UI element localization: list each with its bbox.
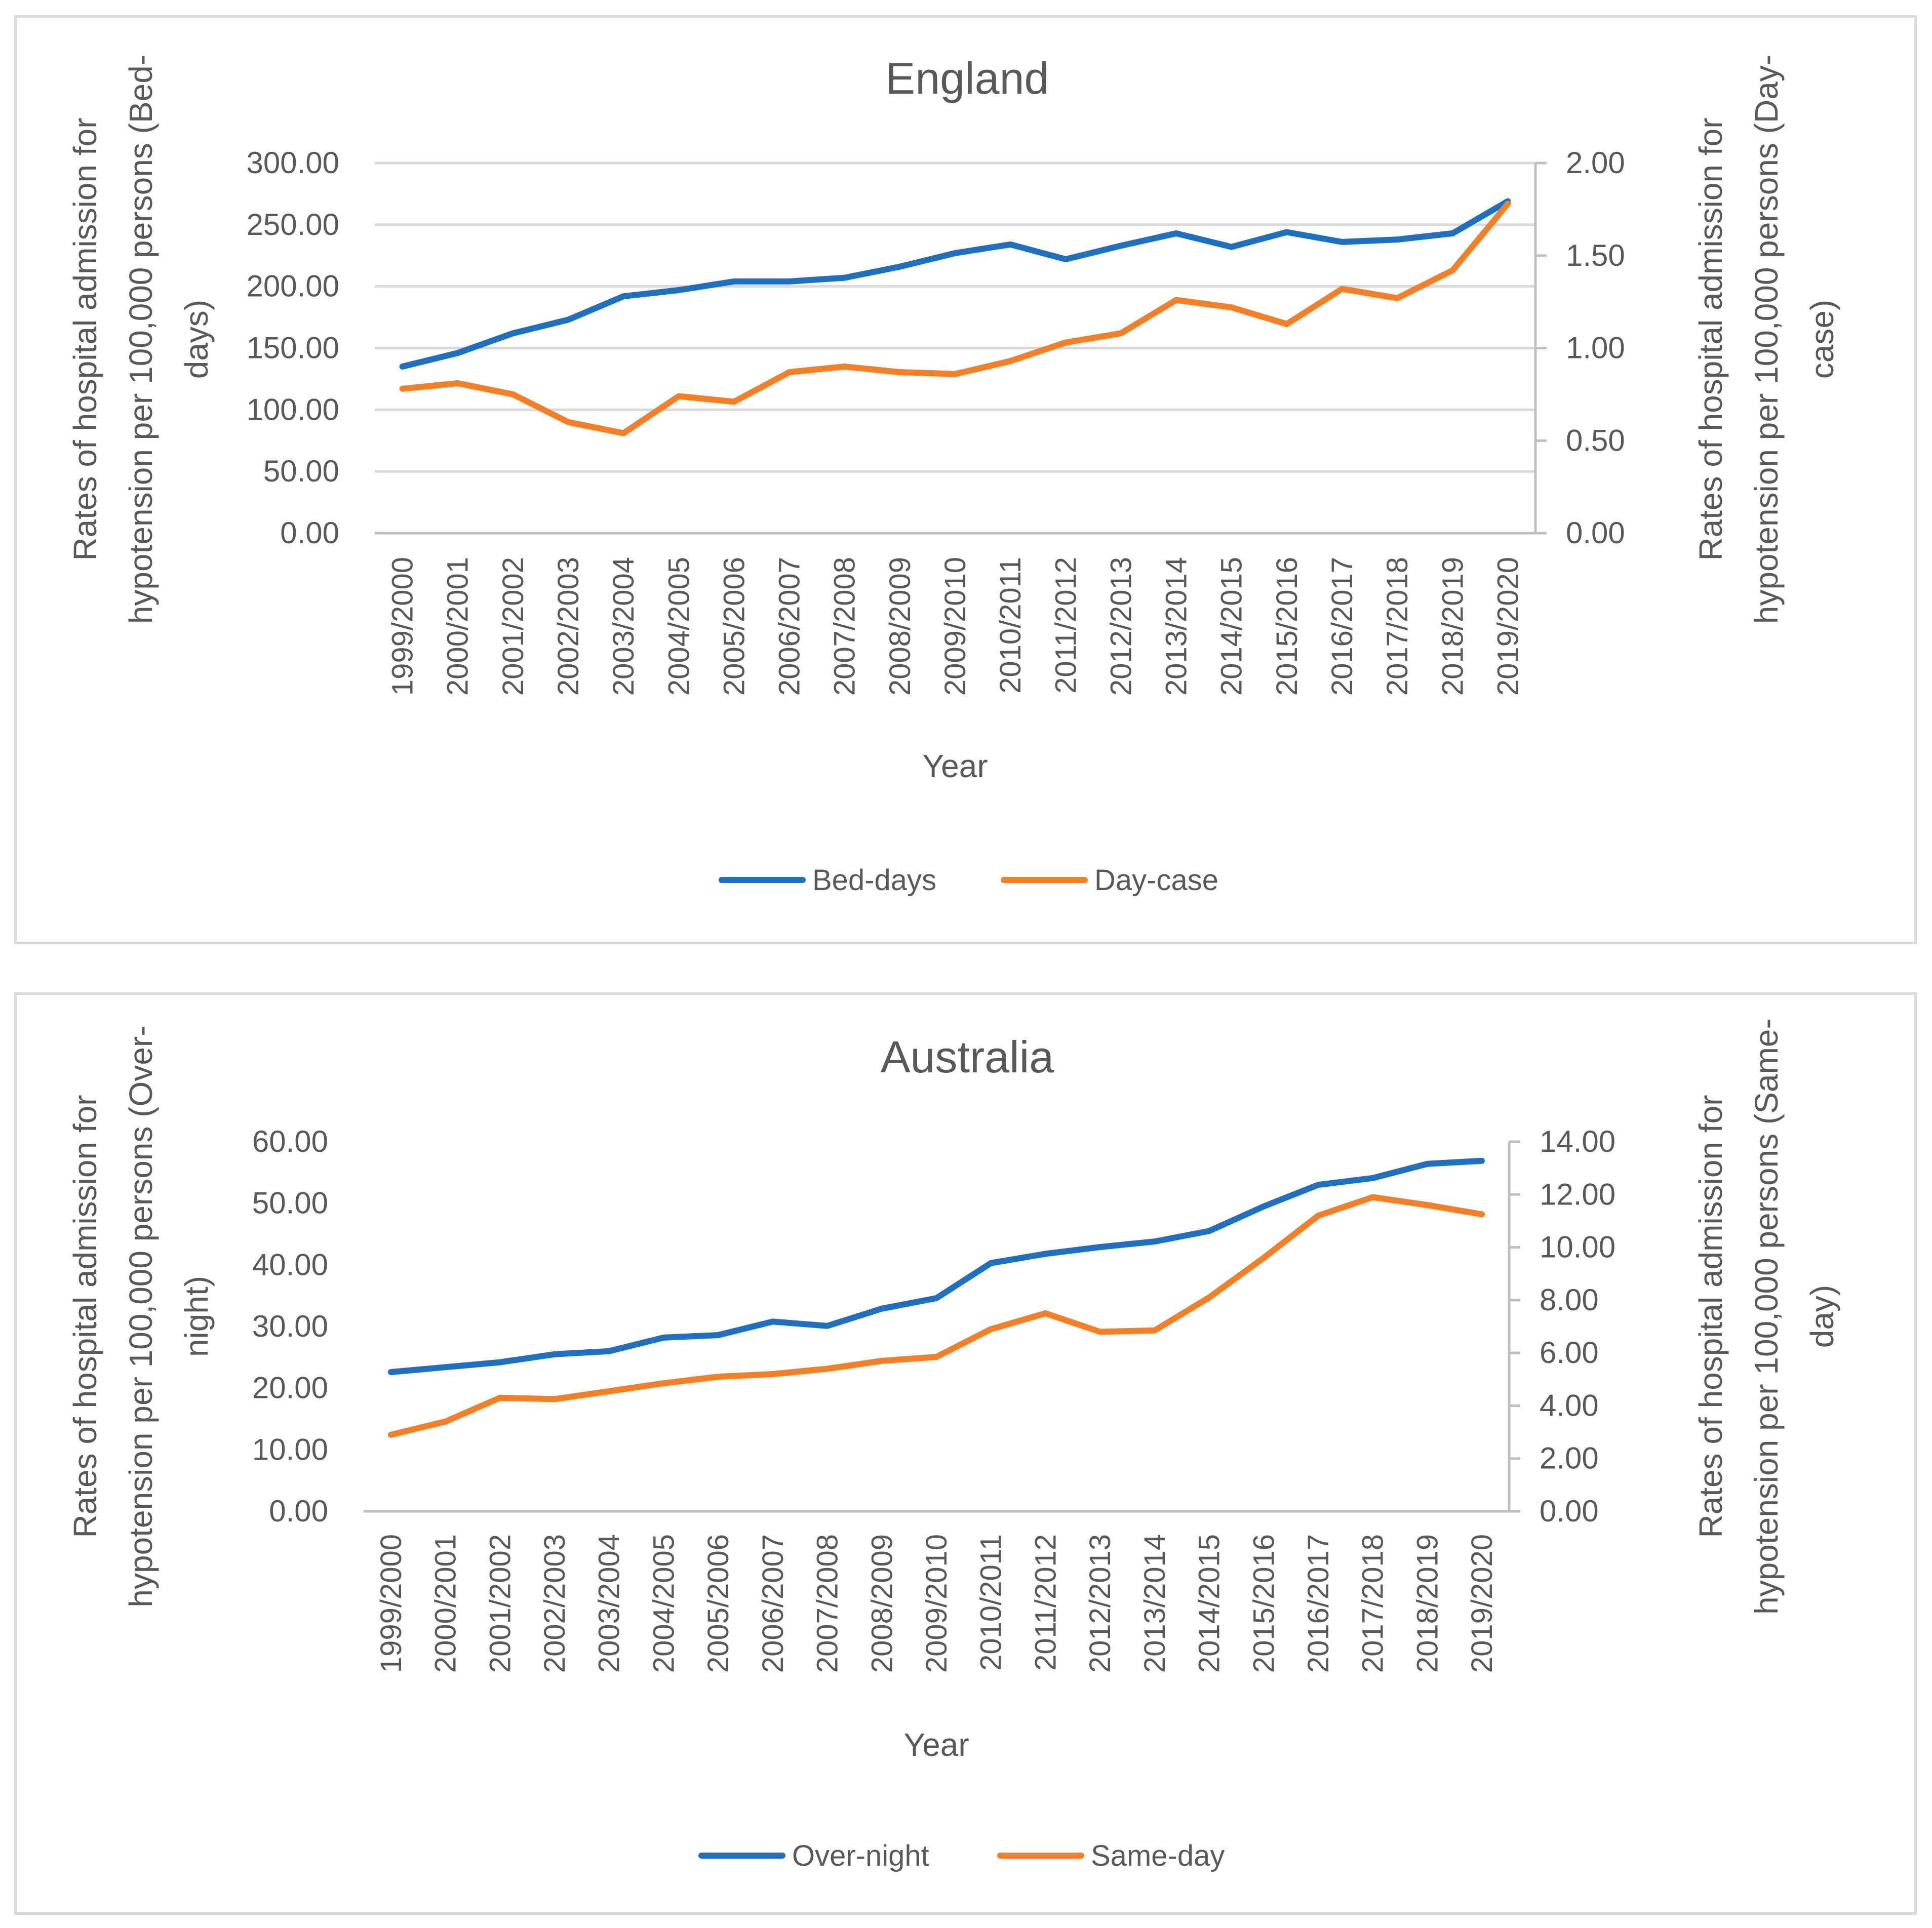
england-x-tick-label: 2010/2011 xyxy=(994,557,1027,694)
australia-left-axis-label: hypotension per 100,000 persons (Over- xyxy=(123,1025,159,1607)
england-x-tick-label: 2002/2003 xyxy=(552,557,585,696)
australia-left-axis-label: night) xyxy=(178,1276,215,1357)
australia-right-tick-label: 6.00 xyxy=(1540,1336,1599,1370)
australia-x-tick-label: 2019/2020 xyxy=(1466,1534,1499,1673)
england-chart-title: England xyxy=(886,53,1049,103)
australia-x-tick-label: 2017/2018 xyxy=(1357,1534,1390,1673)
australia-x-tick-label: 2012/2013 xyxy=(1084,1534,1117,1673)
england-series-day-case xyxy=(399,200,1511,436)
england-x-tick-label: 2016/2017 xyxy=(1326,557,1359,696)
australia-left-tick-label: 10.00 xyxy=(252,1432,328,1466)
australia-x-tick-label: 2009/2010 xyxy=(920,1534,953,1673)
australia-x-tick-label: 2002/2003 xyxy=(538,1534,571,1673)
england-right-axis-label: hypotension per 100,000 persons (Day- xyxy=(1748,55,1785,624)
england-right-tick-label: 1.00 xyxy=(1566,331,1625,365)
australia-right-tick-label: 12.00 xyxy=(1540,1177,1615,1211)
australia-x-tick-label: 2015/2016 xyxy=(1247,1534,1280,1673)
australia-x-tick-label: 2006/2007 xyxy=(757,1534,790,1673)
australia-left-axis-label: Rates of hospital admission for xyxy=(67,1095,103,1538)
england-left-tick-label: 250.00 xyxy=(246,208,339,242)
england-x-tick-label: 2019/2020 xyxy=(1491,557,1524,696)
england-x-tick-label: 2017/2018 xyxy=(1381,557,1414,696)
england-legend-label-day-case: Day-case xyxy=(1094,864,1218,897)
australia-left-tick-label: 30.00 xyxy=(252,1309,328,1343)
australia-chart: Australia 0.00 10.00 20.00 30.00 40.00 50.00 60… xyxy=(67,1018,1840,1872)
australia-x-tick-label: 2013/2014 xyxy=(1138,1534,1171,1673)
australia-right-axis-label: day) xyxy=(1804,1285,1840,1348)
england-left-tick-label: 200.00 xyxy=(246,269,339,303)
england-x-tick-label: 2008/2009 xyxy=(884,557,917,696)
england-right-tick-label: 2.00 xyxy=(1566,146,1625,180)
england-x-tick-label: 2012/2013 xyxy=(1105,557,1137,696)
australia-right-tick-label: 8.00 xyxy=(1540,1283,1599,1317)
england-x-tick-label: 2001/2002 xyxy=(497,557,530,696)
australia-left-tick-label: 60.00 xyxy=(252,1124,328,1158)
england-chart-panel xyxy=(14,15,1917,944)
england-left-axis-label: days) xyxy=(178,300,215,379)
australia-left-tick-label: 50.00 xyxy=(252,1186,328,1220)
england-right-tick-label: 0.50 xyxy=(1566,423,1625,457)
australia-x-tick-label: 2000/2001 xyxy=(429,1534,462,1673)
australia-x-tick-label: 2005/2006 xyxy=(702,1534,735,1673)
england-left-tick-label: 0.00 xyxy=(280,516,339,550)
australia-x-tick-label: 2004/2005 xyxy=(647,1534,680,1673)
england-left-tick-label: 50.00 xyxy=(263,454,339,488)
england-x-tick-label: 2007/2008 xyxy=(829,557,861,696)
australia-right-tick-label: 2.00 xyxy=(1540,1441,1599,1475)
england-x-tick-label: 2013/2014 xyxy=(1160,557,1193,696)
australia-legend-label-same-day: Same-day xyxy=(1091,1839,1225,1872)
england-left-tick-label: 150.00 xyxy=(246,331,339,365)
australia-x-tick-label: 2010/2011 xyxy=(975,1534,1008,1671)
england-x-axis-label: Year xyxy=(922,748,988,784)
australia-right-axis-label: hypotension per 100,000 persons (Same- xyxy=(1748,1018,1785,1615)
england-x-tick-label: 2004/2005 xyxy=(662,557,695,696)
england-right-tick-label: 0.00 xyxy=(1566,516,1625,550)
australia-right-tick-label: 10.00 xyxy=(1540,1230,1615,1264)
england-x-tick-label: 2011/2012 xyxy=(1049,557,1082,694)
england-right-axis-label: case) xyxy=(1804,300,1840,379)
england-x-tick-label: 1999/2000 xyxy=(386,557,419,696)
england-left-tick-label: 100.00 xyxy=(246,392,339,426)
australia-series-over-night xyxy=(387,1157,1485,1375)
australia-legend-label-over-night: Over-night xyxy=(792,1839,929,1872)
australia-chart-title: Australia xyxy=(881,1032,1054,1082)
australia-x-tick-label: 2016/2017 xyxy=(1302,1534,1335,1673)
australia-x-tick-label: 2003/2004 xyxy=(593,1534,626,1673)
australia-right-tick-label: 0.00 xyxy=(1540,1494,1599,1528)
australia-x-tick-label: 2007/2008 xyxy=(811,1534,844,1673)
england-x-tick-label: 2015/2016 xyxy=(1271,557,1304,696)
australia-x-tick-label: 2014/2015 xyxy=(1193,1534,1226,1673)
australia-x-tick-label: 1999/2000 xyxy=(375,1534,408,1673)
england-x-tick-label: 2005/2006 xyxy=(718,557,751,696)
england-legend-label-bed-days: Bed-days xyxy=(812,864,936,897)
england-chart: England 0.00 50.00 100.00 150.00 200.00 250.00… xyxy=(67,53,1840,897)
australia-x-axis-label: Year xyxy=(903,1726,969,1763)
australia-x-tick-label: 2018/2019 xyxy=(1411,1534,1444,1673)
australia-x-tick-label: 2008/2009 xyxy=(865,1534,898,1673)
england-left-axis-label: Rates of hospital admission for xyxy=(67,117,103,560)
australia-left-tick-label: 20.00 xyxy=(252,1371,328,1405)
england-x-tick-label: 2003/2004 xyxy=(607,557,640,696)
australia-left-tick-label: 40.00 xyxy=(252,1248,328,1281)
england-x-tick-label: 2014/2015 xyxy=(1215,557,1248,696)
england-left-axis-label: hypotension per 100,000 persons (Bed- xyxy=(123,55,159,624)
england-x-tick-label: 2000/2001 xyxy=(442,557,475,696)
england-x-tick-label: 2006/2007 xyxy=(773,557,806,696)
australia-series-same-day xyxy=(387,1194,1485,1438)
australia-right-tick-label: 4.00 xyxy=(1540,1388,1599,1422)
australia-left-tick-label: 0.00 xyxy=(269,1494,328,1528)
australia-right-tick-label: 14.00 xyxy=(1540,1124,1615,1158)
england-left-tick-label: 300.00 xyxy=(246,146,339,180)
england-right-axis-label: Rates of hospital admission for xyxy=(1692,117,1729,560)
england-x-tick-label: 2018/2019 xyxy=(1436,557,1469,696)
england-x-tick-label: 2009/2010 xyxy=(939,557,972,696)
australia-x-tick-label: 2011/2012 xyxy=(1029,1534,1062,1671)
england-series-bed-days xyxy=(399,198,1511,370)
australia-chart-panel xyxy=(14,992,1917,1915)
australia-right-axis-label: Rates of hospital admission for xyxy=(1692,1095,1729,1538)
england-right-tick-label: 1.50 xyxy=(1566,238,1625,272)
australia-x-tick-label: 2001/2002 xyxy=(484,1534,517,1673)
